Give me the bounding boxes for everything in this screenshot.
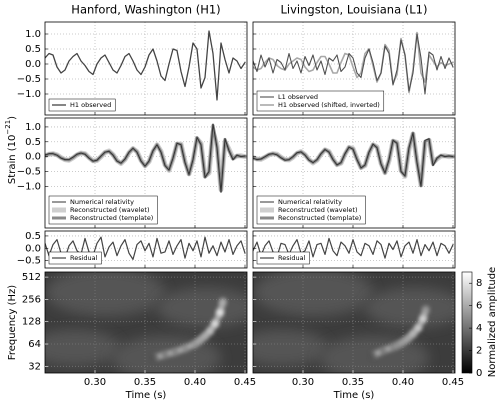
y-tick-label: −0.5 (17, 256, 41, 267)
y-tick-label: −1.0 (17, 89, 41, 100)
y-tick-label: −0.5 (17, 74, 41, 85)
colorbar-tick-label: 0 (476, 368, 482, 379)
series-line (253, 132, 454, 187)
y-label-exponent: −21 (4, 120, 12, 135)
background-texture (156, 287, 247, 328)
plot-frame (44, 271, 248, 374)
x-tick-label: 0.35 (134, 377, 156, 388)
legend-label: Reconstructed (wavelet) (278, 206, 358, 214)
y-axis-label: Strain (10−21) (4, 116, 18, 184)
ridge-core (154, 301, 224, 359)
legend-box (48, 195, 158, 225)
legend-box (256, 90, 385, 112)
panel-title: Livingston, Louisiana (L1) (281, 3, 428, 17)
legend-label: Reconstructed (template) (70, 214, 153, 222)
series-line (253, 31, 454, 94)
x-tick-label: 0.40 (184, 377, 206, 388)
panel-title: Hanford, Washington (H1) (71, 3, 220, 17)
plot-layer (45, 118, 247, 228)
y-axis-label: Frequency (Hz) (7, 285, 18, 361)
plot-frame (44, 117, 248, 229)
legend-box (48, 98, 116, 112)
legend-box (256, 195, 366, 225)
plot-frame (252, 271, 456, 374)
y-tick-label: 64 (28, 339, 41, 350)
x-axis-label: Time (s) (125, 390, 167, 401)
y-tick-label: 0.0 (25, 152, 41, 163)
colorbar-tick-label: 2 (476, 346, 482, 357)
y-tick-label: 1.0 (25, 29, 41, 40)
plot-layer (253, 272, 455, 373)
plot-frame (252, 117, 456, 229)
legend-label: H1 observed (70, 101, 111, 109)
background-texture (45, 272, 166, 317)
colorbar-tick-label: 8 (476, 278, 482, 289)
y-label-base: Strain (10 (7, 135, 18, 184)
legend-box (48, 251, 102, 265)
x-axis-label: Time (s) (333, 390, 375, 401)
y-tick-label: 0.5 (25, 44, 41, 55)
legend-label: Numerical relativity (70, 198, 134, 206)
legend-label: Residual (70, 254, 98, 262)
legend-swatch (52, 216, 66, 220)
y-tick-label: −0.5 (17, 167, 41, 178)
background-texture (364, 287, 455, 328)
series-line (45, 30, 246, 101)
plot-frame (252, 230, 456, 269)
legend-label: Reconstructed (wavelet) (70, 206, 150, 214)
y-tick-label: 32 (28, 361, 41, 372)
plot-layer (45, 272, 247, 373)
y-tick-label: 128 (22, 317, 41, 328)
x-tick-label: 0.45 (442, 377, 464, 388)
y-tick-label: −1.0 (17, 181, 41, 192)
y-tick-label: 0.5 (25, 137, 41, 148)
legend-box (256, 251, 310, 265)
background-texture (45, 329, 121, 366)
colorbar (461, 271, 473, 374)
plot-layer (45, 22, 247, 115)
background-texture (253, 272, 374, 317)
x-tick-label: 0.35 (342, 377, 364, 388)
colorbar-tick-label: 6 (476, 301, 482, 312)
legend-label: Residual (278, 254, 306, 262)
y-tick-label: 1.0 (25, 122, 41, 133)
colorbar-tick-label: 4 (476, 323, 482, 334)
legend-swatch (52, 207, 66, 213)
legend-swatch (260, 207, 274, 213)
series-line (45, 123, 246, 193)
x-tick-label: 0.30 (84, 377, 106, 388)
legend: Residual (48, 251, 102, 265)
x-tick-label: 0.30 (292, 377, 314, 388)
ridge-core (372, 308, 427, 356)
colorbar-label: Normalized amplitude (487, 267, 498, 377)
x-tick-label: 0.45 (234, 377, 256, 388)
plot-frame (252, 21, 456, 116)
legend-label: Reconstructed (template) (278, 214, 361, 222)
series-line (253, 237, 454, 259)
legend-label: L1 observed (278, 93, 318, 101)
y-tick-label: 512 (22, 272, 41, 283)
series-line (253, 33, 454, 95)
y-tick-label: 0.5 (25, 231, 41, 242)
legend: Residual (256, 251, 310, 265)
plot-frame (44, 230, 248, 269)
y-tick-label: 0.0 (25, 243, 41, 254)
y-tick-label: 256 (22, 294, 41, 305)
plot-frame (44, 21, 248, 116)
legend-label: H1 observed (shifted, inverted) (278, 101, 380, 109)
y-tick-label: 0.0 (25, 59, 41, 70)
legend: H1 observed (48, 98, 116, 112)
x-tick-label: 0.40 (392, 377, 414, 388)
plot-layer (253, 118, 455, 228)
y-label-close: ) (7, 116, 18, 120)
legend-label: Numerical relativity (278, 198, 342, 206)
legend-swatch (260, 216, 274, 220)
background-texture (253, 329, 329, 366)
